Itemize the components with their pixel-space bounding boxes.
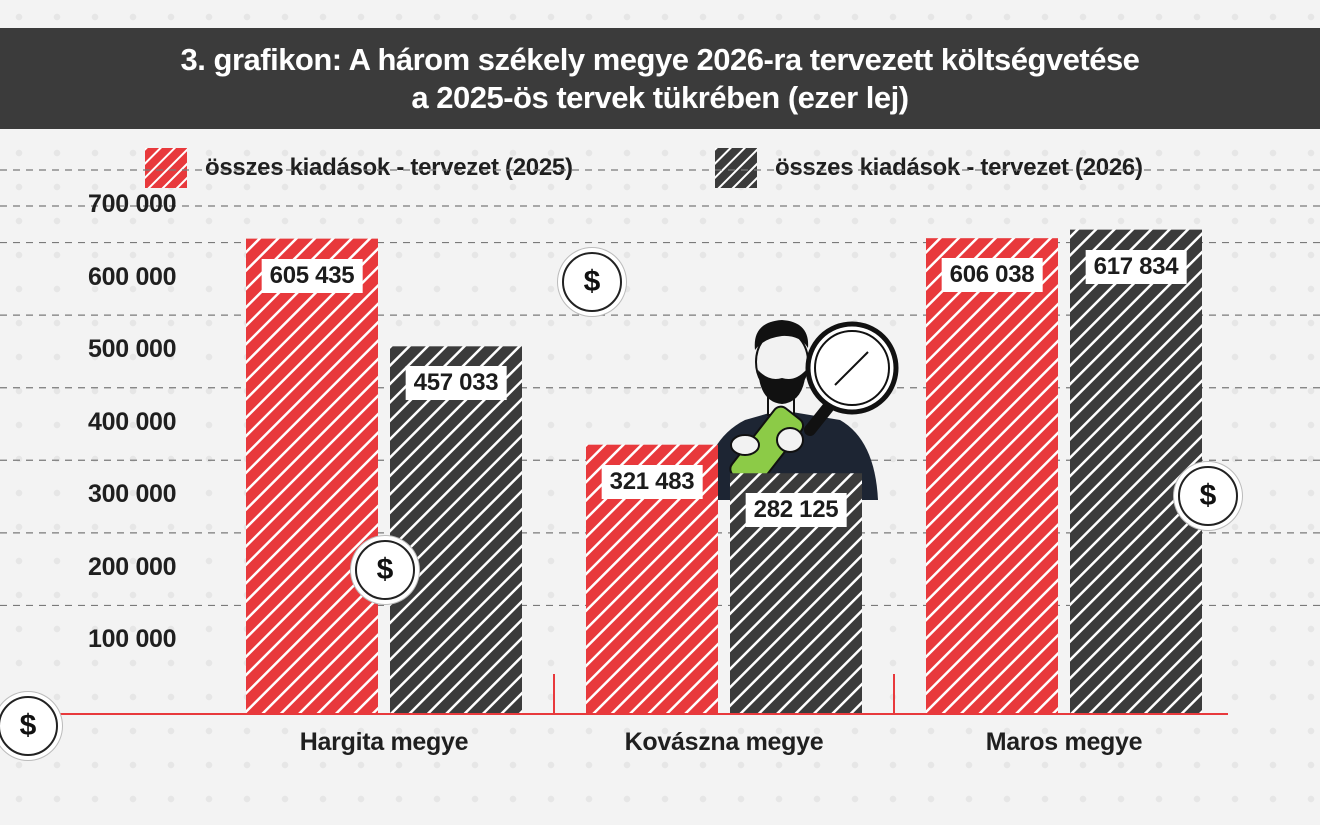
- legend-label-2025: összes kiadások - tervezet (2025): [205, 154, 573, 181]
- y-tick-label: 100 000: [88, 625, 177, 654]
- legend: összes kiadások - tervezet (2025) összes…: [0, 148, 1320, 192]
- y-tick-label: 400 000: [88, 407, 177, 436]
- chart-title: 3. grafikon: A három székely megye 2026-…: [0, 28, 1320, 129]
- y-tick-label: 200 000: [88, 552, 177, 581]
- bar-2025: [926, 238, 1058, 714]
- bar-2026: [1070, 229, 1202, 715]
- title-line-1: 3. grafikon: A három székely megye 2026-…: [180, 41, 1140, 77]
- legend-item-2026: összes kiadások - tervezet (2026): [715, 148, 1143, 188]
- category-label: Maros megye: [985, 728, 1143, 756]
- dollar-coin-icon: $: [1178, 466, 1238, 526]
- data-label: 457 033: [405, 366, 507, 401]
- y-tick-label: 500 000: [88, 335, 177, 364]
- bar-2025: [246, 238, 378, 714]
- y-tick-label: 600 000: [88, 262, 177, 291]
- data-label: 605 435: [261, 258, 363, 293]
- dollar-coin-icon: $: [562, 252, 622, 312]
- bars: [246, 229, 1202, 715]
- data-label: 606 038: [941, 258, 1043, 293]
- category-label: Kovászna megye: [624, 728, 824, 756]
- title-line-2: a 2025-ös tervek tükrében (ezer lej): [411, 79, 909, 115]
- legend-swatch-2026: [715, 148, 757, 188]
- dollar-coin-icon: $: [355, 540, 415, 600]
- legend-swatch-2025: [145, 148, 187, 188]
- dollar-coin-icon: $: [0, 696, 58, 756]
- y-tick-label: 700 000: [88, 190, 177, 218]
- legend-item-2025: összes kiadások - tervezet (2025): [145, 148, 573, 188]
- data-label: 282 125: [745, 493, 847, 528]
- legend-label-2026: összes kiadások - tervezet (2026): [775, 154, 1143, 181]
- y-tick-label: 300 000: [88, 480, 177, 509]
- bar-2026: [390, 346, 522, 714]
- data-label: 321 483: [601, 464, 703, 499]
- data-label: 617 834: [1085, 249, 1187, 284]
- category-label: Hargita megye: [299, 728, 469, 756]
- person-magnifier-illustration: [700, 320, 899, 500]
